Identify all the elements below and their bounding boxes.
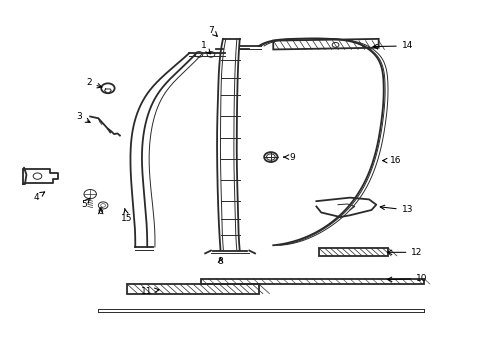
Text: 9: 9 bbox=[283, 153, 295, 162]
Text: 8: 8 bbox=[217, 257, 223, 266]
Text: 2: 2 bbox=[86, 78, 102, 88]
Text: 1: 1 bbox=[201, 41, 210, 54]
Text: 15: 15 bbox=[121, 209, 133, 223]
Text: 10: 10 bbox=[386, 274, 427, 283]
Text: 13: 13 bbox=[380, 205, 412, 215]
Text: 3: 3 bbox=[76, 112, 90, 122]
Text: 5: 5 bbox=[81, 198, 89, 209]
Text: 6: 6 bbox=[98, 207, 103, 216]
Text: 4: 4 bbox=[33, 192, 44, 202]
Text: 16: 16 bbox=[382, 156, 400, 165]
Text: 14: 14 bbox=[372, 41, 412, 50]
Text: 11: 11 bbox=[140, 287, 159, 296]
Text: 7: 7 bbox=[208, 26, 217, 36]
Text: 12: 12 bbox=[386, 248, 422, 257]
